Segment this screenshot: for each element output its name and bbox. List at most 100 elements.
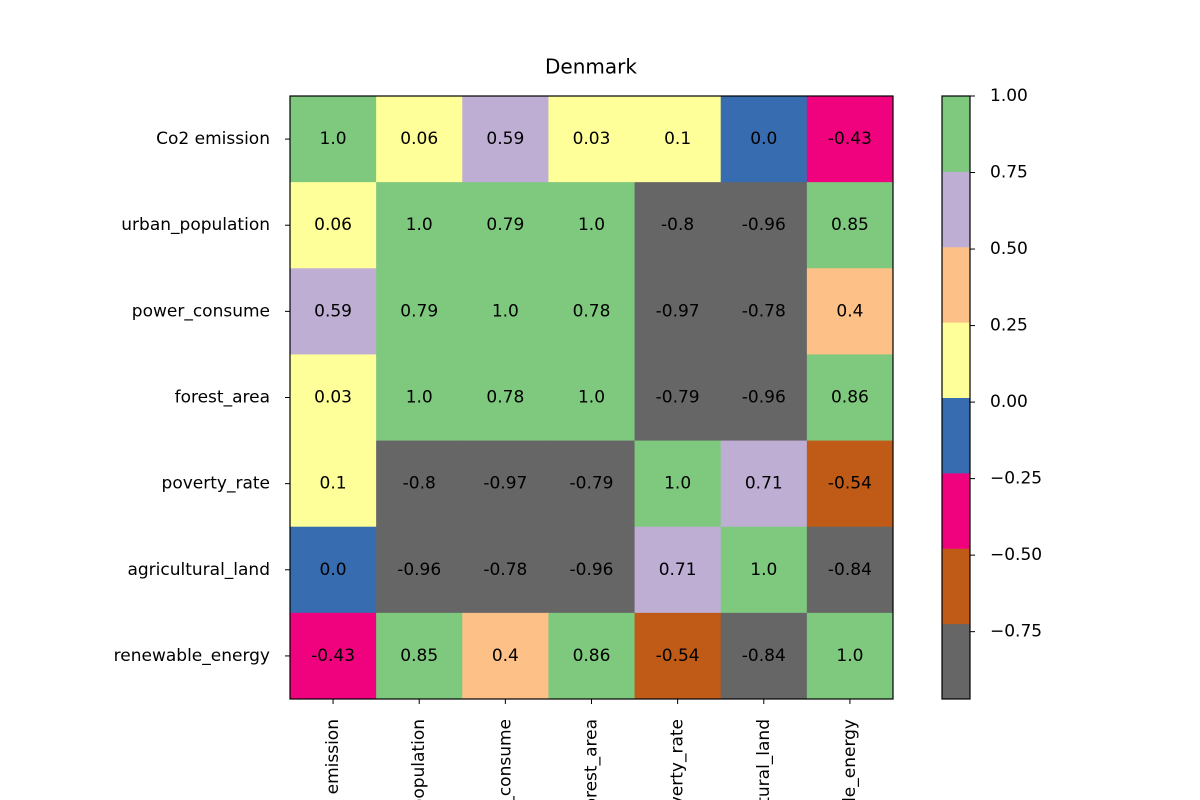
colorbar-segment	[942, 171, 970, 248]
y-tick-label: renewable_energy	[114, 646, 270, 666]
cell-label: 0.78	[486, 388, 524, 408]
colorbar-tick-label: −0.75	[990, 622, 1042, 642]
cell-label: 1.0	[406, 388, 433, 408]
cell-label: 0.86	[831, 388, 869, 408]
x-tick-label: Co2 emission	[323, 719, 343, 800]
heatmap-cell	[634, 182, 722, 269]
cell-label: -0.97	[483, 474, 527, 494]
y-tick-label: Co2 emission	[156, 129, 270, 149]
heatmap-cell	[806, 182, 894, 269]
chart-title: Denmark	[545, 55, 637, 79]
heatmap-cell	[290, 96, 377, 183]
colorbar-tick-label: 0.75	[990, 163, 1028, 183]
x-tick-label: power_consume	[495, 719, 515, 800]
heatmap-cell	[290, 182, 377, 269]
heatmap-cell	[634, 268, 722, 355]
heatmap-cell	[376, 268, 463, 355]
cell-label: -0.8	[403, 474, 436, 494]
colorbar-segment	[942, 322, 970, 398]
cell-label: -0.96	[742, 215, 786, 235]
cell-label: 0.0	[320, 560, 347, 580]
cell-label: -0.96	[742, 388, 786, 408]
heatmap-cell	[720, 182, 808, 269]
cell-label: 0.85	[400, 646, 438, 666]
cell-label: 0.06	[400, 129, 438, 149]
heatmap-cell	[548, 96, 636, 183]
heatmap-cell	[290, 440, 377, 528]
cell-label: 0.03	[573, 129, 611, 149]
heatmap-cell	[720, 354, 808, 442]
heatmap-cell	[548, 526, 636, 614]
y-tick-label: poverty_rate	[162, 474, 270, 494]
heatmap-cell	[290, 354, 377, 442]
cell-label: 1.0	[664, 474, 691, 494]
x-tick-label: urban_population	[409, 719, 429, 800]
heatmap-cell	[634, 96, 722, 183]
cell-label: -0.84	[742, 646, 786, 666]
cell-label: 0.71	[659, 560, 697, 580]
colorbar-tick-label: −0.50	[990, 545, 1042, 565]
cell-label: -0.43	[828, 129, 872, 149]
cell-label: 1.0	[750, 560, 777, 580]
cell-label: -0.79	[570, 474, 614, 494]
cell-label: 0.59	[314, 301, 352, 321]
colorbar-tick-label: 1.00	[990, 86, 1028, 106]
cell-label: -0.97	[656, 301, 700, 321]
heatmap-cell	[634, 354, 722, 442]
cell-label: -0.43	[311, 646, 355, 666]
heatmap-cell	[376, 96, 463, 183]
x-tick-label: renewable_energy	[840, 719, 860, 800]
heatmap-cell	[290, 612, 377, 700]
x-tick-label: agricultural_land	[754, 719, 774, 800]
colorbar-tick-label: 0.50	[990, 239, 1028, 259]
cell-label: 0.79	[400, 301, 438, 321]
colorbar-segment	[942, 623, 970, 700]
heatmap-cell	[376, 612, 463, 700]
cell-label: 0.1	[320, 474, 347, 494]
cell-label: 0.1	[664, 129, 691, 149]
heatmap-cell	[634, 526, 722, 614]
colorbar-segment	[942, 96, 970, 172]
colorbar-tick-label: 0.00	[990, 392, 1028, 412]
heatmap-cell	[376, 354, 463, 442]
heatmap-cell	[806, 612, 894, 700]
heatmap-cell	[806, 96, 894, 183]
cell-label: -0.54	[828, 474, 872, 494]
colorbar-frame	[941, 95, 971, 700]
heatmap-cell	[720, 268, 808, 355]
cell-label: 0.4	[492, 646, 519, 666]
cell-label: 0.59	[486, 129, 524, 149]
heatmap-cell	[462, 96, 549, 183]
cell-label: 0.71	[745, 474, 783, 494]
cell-label: -0.84	[828, 560, 872, 580]
colorbar-segment	[942, 472, 970, 549]
cell-label: 0.86	[573, 646, 611, 666]
heatmap-cell	[634, 440, 722, 528]
heatmap-cell	[548, 612, 636, 700]
cell-label: 0.0	[750, 129, 777, 149]
cell-label: 0.79	[486, 215, 524, 235]
y-tick-label: power_consume	[132, 301, 270, 321]
heatmap-cell	[806, 526, 894, 614]
heatmap-cell	[290, 526, 377, 614]
cell-label: -0.54	[656, 646, 700, 666]
x-tick-label: forest_area	[582, 719, 602, 800]
heatmap-cell	[548, 354, 636, 442]
cell-label: -0.78	[742, 301, 786, 321]
y-tick-label: agricultural_land	[127, 560, 270, 580]
heatmap-cell	[806, 440, 894, 528]
heatmap-cell	[462, 268, 549, 355]
colorbar-tick-label: −0.25	[990, 469, 1042, 489]
colorbar-segment	[942, 246, 970, 323]
cell-label: 1.0	[492, 301, 519, 321]
cell-label: -0.79	[656, 388, 700, 408]
cell-label: 0.03	[314, 388, 352, 408]
heatmap-cell	[806, 354, 894, 442]
heatmap-cell	[462, 354, 549, 442]
cell-label: 1.0	[578, 215, 605, 235]
cell-label: 1.0	[578, 388, 605, 408]
heatmap-cell	[376, 526, 463, 614]
y-tick-label: forest_area	[175, 388, 270, 408]
